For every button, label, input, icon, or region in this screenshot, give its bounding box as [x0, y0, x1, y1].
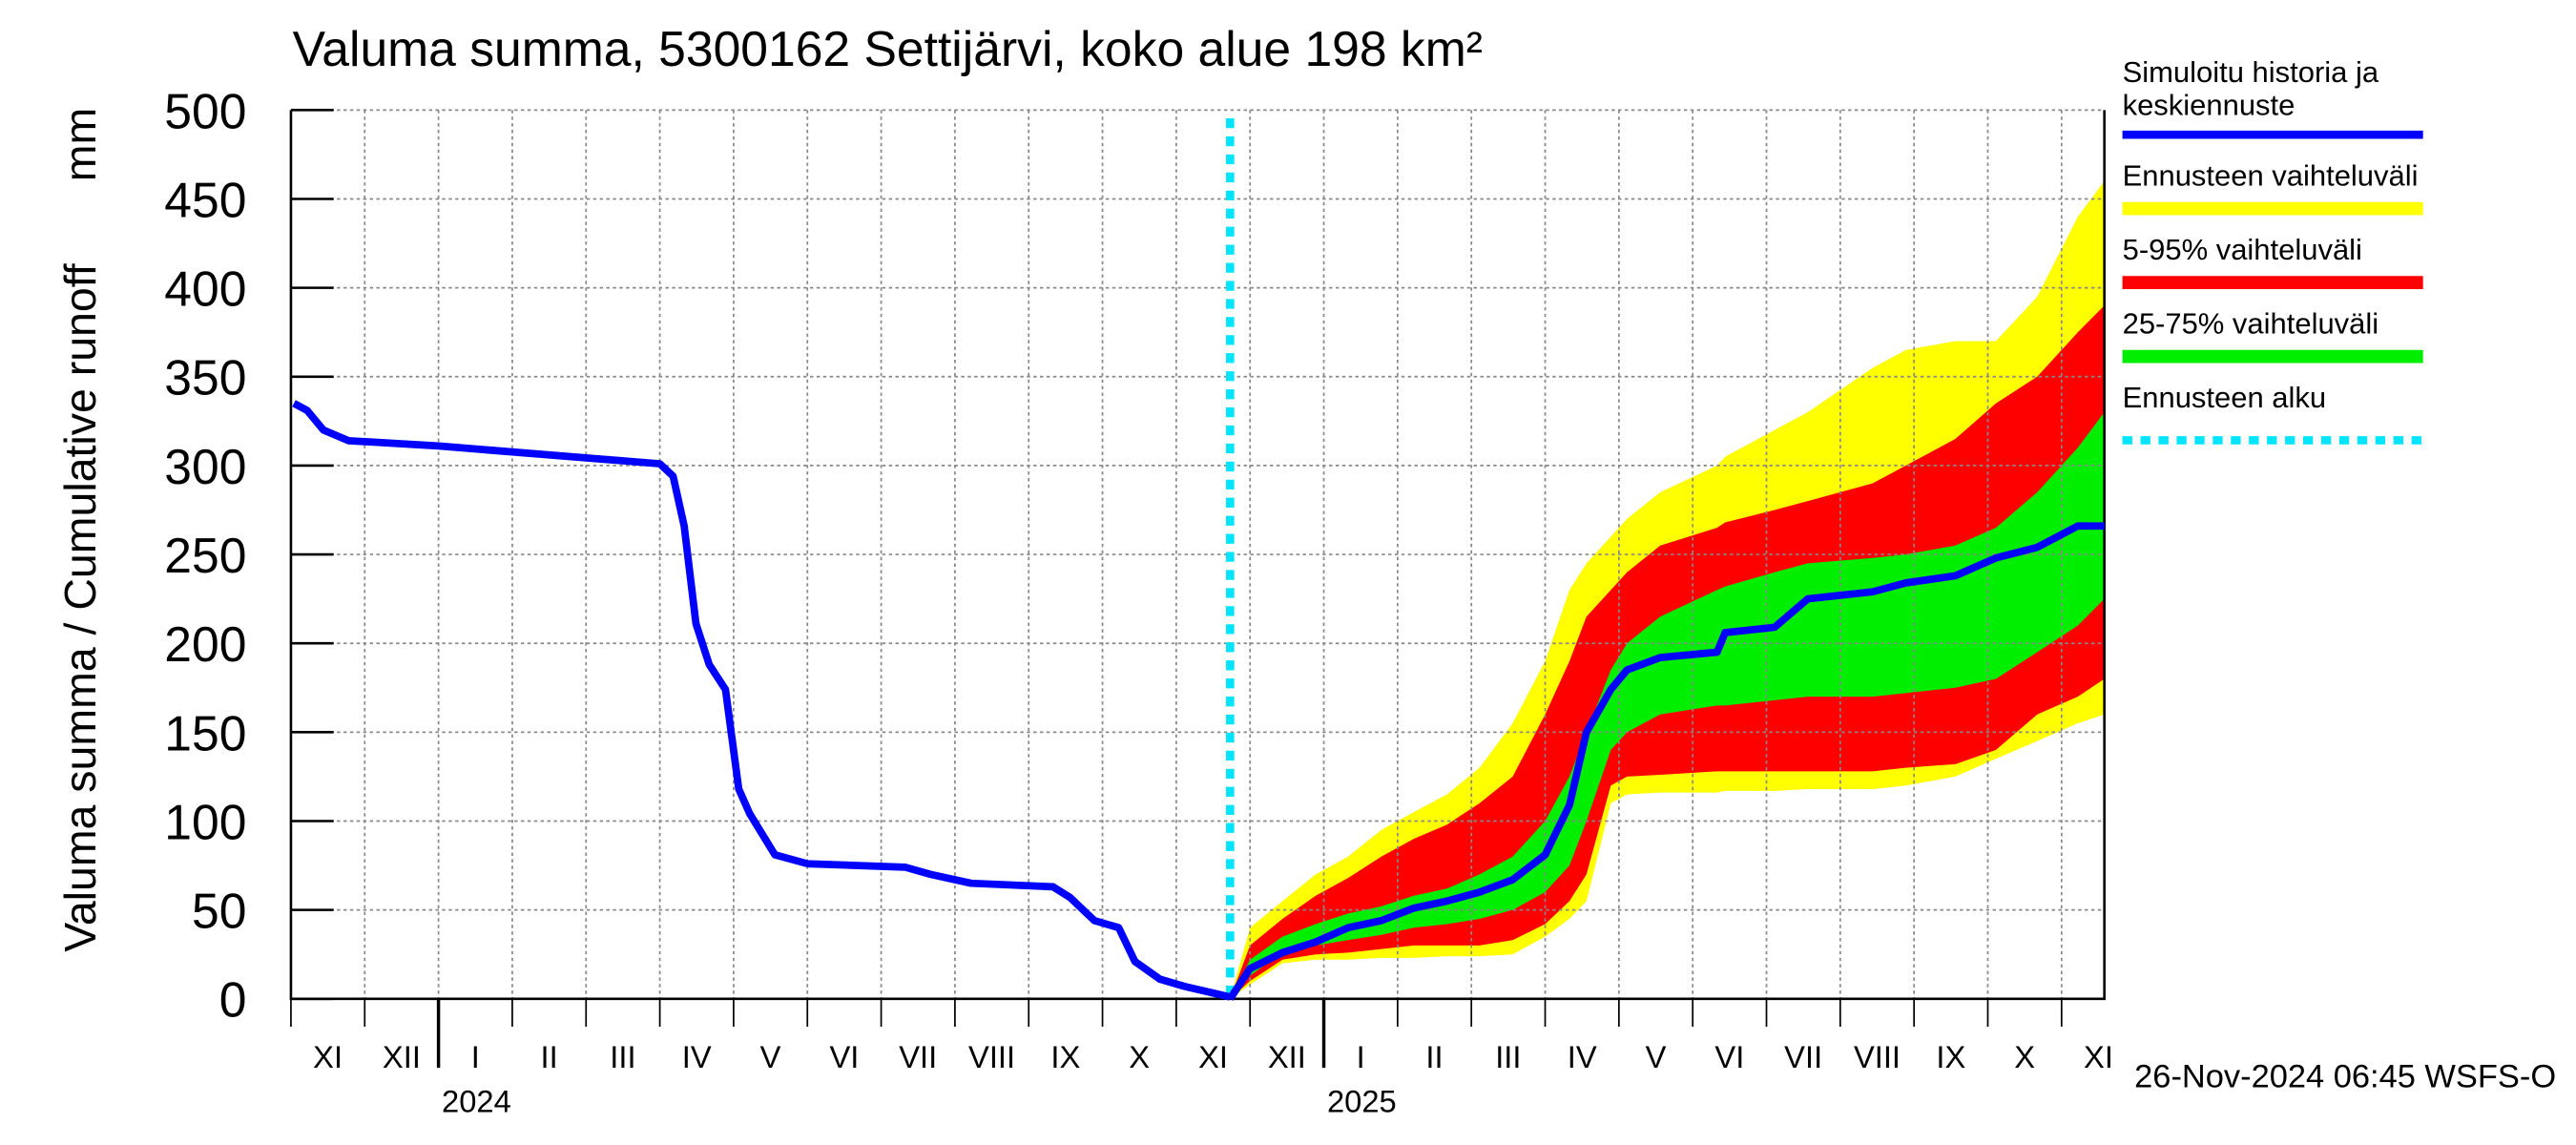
y-tick-label: 350	[164, 350, 246, 406]
x-tick-label: VII	[899, 1039, 937, 1074]
legend-label: Ennusteen vaihteluväli	[2123, 159, 2419, 193]
y-tick-label: 500	[164, 83, 246, 138]
x-tick-label: XI	[313, 1039, 343, 1074]
y-tick-label: 100	[164, 794, 246, 849]
y-axis-label: Valuma summa / Cumulative runoff	[55, 263, 105, 952]
x-tick-label: IV	[1568, 1039, 1597, 1074]
year-label: 2024	[442, 1084, 511, 1119]
legend-label: 5-95% vaihteluväli	[2123, 233, 2362, 266]
x-tick-label: XII	[1268, 1039, 1306, 1074]
axis-frame	[289, 110, 2106, 1001]
y-tick-label: 50	[192, 884, 246, 939]
x-tick-label: XI	[2084, 1039, 2113, 1074]
x-tick-label: VIII	[1854, 1039, 1901, 1074]
x-tick-label: V	[1646, 1039, 1667, 1074]
x-tick-label: I	[471, 1039, 480, 1074]
legend-label: Ennusteen alku	[2123, 381, 2327, 414]
chart-title: Valuma summa, 5300162 Settijärvi, koko a…	[293, 21, 1483, 76]
legend-label: Simuloitu historia ja	[2123, 55, 2379, 89]
x-tick-label: V	[760, 1039, 781, 1074]
x-tick-label: III	[610, 1039, 635, 1074]
x-tick-label: IX	[1936, 1039, 1965, 1074]
legend-label: 25-75% vaihteluväli	[2123, 306, 2379, 340]
y-tick-label: 250	[164, 528, 246, 583]
x-tick-label: VI	[829, 1039, 859, 1074]
x-tick-label: I	[1357, 1039, 1365, 1074]
x-tick-label: XI	[1198, 1039, 1228, 1074]
legend-label: keskiennuste	[2123, 89, 2296, 122]
x-tick-label: IX	[1050, 1039, 1080, 1074]
y-tick-label: 400	[164, 261, 246, 317]
y-tick-label: 300	[164, 439, 246, 494]
footer: 26-Nov-2024 06:45 WSFS-O	[2134, 1059, 2556, 1095]
x-tick-label: VIII	[968, 1039, 1015, 1074]
y-tick-label: 150	[164, 705, 246, 760]
x-tick-label: X	[1129, 1039, 1150, 1074]
x-tick-label: II	[541, 1039, 558, 1074]
x-tick-label: VI	[1714, 1039, 1744, 1074]
y-tick-label: 450	[164, 172, 246, 227]
x-tick-label: III	[1495, 1039, 1521, 1074]
y-axis-unit: mm	[55, 108, 105, 181]
y-tick-label: 200	[164, 616, 246, 672]
x-tick-label: IV	[682, 1039, 712, 1074]
series-line	[292, 400, 1232, 1001]
series-line	[1227, 522, 2105, 1001]
x-tick-label: II	[1425, 1039, 1443, 1074]
y-tick-label: 0	[219, 972, 247, 1028]
year-label: 2025	[1327, 1084, 1397, 1119]
x-tick-label: VII	[1784, 1039, 1822, 1074]
x-tick-label: X	[2014, 1039, 2035, 1074]
band-area	[1230, 412, 2105, 999]
x-tick-label: XII	[383, 1039, 421, 1074]
